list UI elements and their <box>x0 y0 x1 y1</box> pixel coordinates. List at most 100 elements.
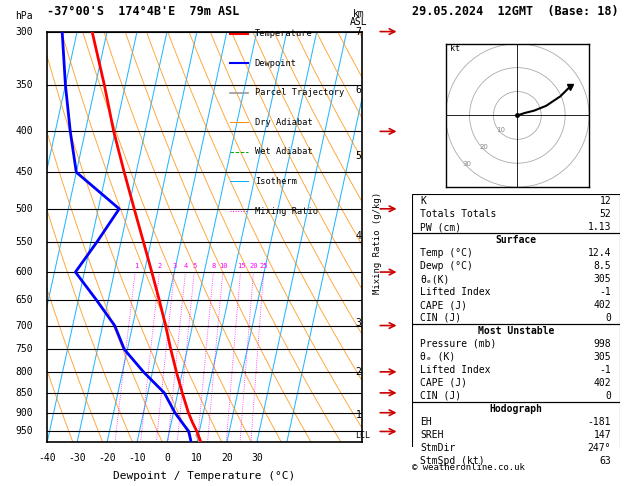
Text: -30: -30 <box>69 453 86 463</box>
Text: CIN (J): CIN (J) <box>420 313 462 323</box>
Text: 63: 63 <box>599 455 611 466</box>
Text: θₑ (K): θₑ (K) <box>420 352 455 362</box>
Text: 29.05.2024  12GMT  (Base: 18): 29.05.2024 12GMT (Base: 18) <box>412 4 618 17</box>
Text: -1: -1 <box>599 287 611 297</box>
Text: 500: 500 <box>15 204 33 214</box>
Text: 4: 4 <box>355 230 361 241</box>
Text: Dewp (°C): Dewp (°C) <box>420 261 473 271</box>
Text: 10: 10 <box>219 263 228 269</box>
Text: Lifted Index: Lifted Index <box>420 365 491 375</box>
Text: 950: 950 <box>15 427 33 436</box>
Text: 650: 650 <box>15 295 33 305</box>
Text: 52: 52 <box>599 209 611 219</box>
Text: 2: 2 <box>355 367 361 377</box>
Text: Surface: Surface <box>495 235 537 245</box>
Text: 402: 402 <box>594 300 611 310</box>
Text: 402: 402 <box>594 378 611 388</box>
Text: 4: 4 <box>184 263 188 269</box>
Text: 30: 30 <box>463 160 472 167</box>
Text: Pressure (mb): Pressure (mb) <box>420 339 497 349</box>
Text: Mixing Ratio: Mixing Ratio <box>255 207 318 216</box>
Text: Totals Totals: Totals Totals <box>420 209 497 219</box>
Text: 1: 1 <box>134 263 138 269</box>
Text: 15: 15 <box>237 263 245 269</box>
Bar <box>412 233 620 324</box>
Text: 400: 400 <box>15 126 33 137</box>
Text: 0: 0 <box>605 391 611 401</box>
Text: -40: -40 <box>38 453 56 463</box>
Text: 8: 8 <box>212 263 216 269</box>
Text: K: K <box>420 196 426 207</box>
Text: -37°00'S  174°4B'E  79m ASL: -37°00'S 174°4B'E 79m ASL <box>47 4 240 17</box>
Text: 550: 550 <box>15 237 33 247</box>
Text: 147: 147 <box>594 430 611 440</box>
Text: 10: 10 <box>496 127 505 133</box>
Text: 1.13: 1.13 <box>587 222 611 232</box>
Text: 8.5: 8.5 <box>594 261 611 271</box>
Text: CAPE (J): CAPE (J) <box>420 378 467 388</box>
Text: © weatheronline.co.uk: © weatheronline.co.uk <box>412 464 525 472</box>
Text: 350: 350 <box>15 80 33 90</box>
Text: -20: -20 <box>98 453 116 463</box>
Text: -10: -10 <box>128 453 146 463</box>
Text: Mixing Ratio (g/kg): Mixing Ratio (g/kg) <box>373 192 382 294</box>
Text: 0: 0 <box>605 313 611 323</box>
Text: 800: 800 <box>15 367 33 377</box>
Text: 6: 6 <box>355 85 361 95</box>
Text: hPa: hPa <box>15 11 33 21</box>
Text: 12.4: 12.4 <box>587 248 611 258</box>
Text: Hodograph: Hodograph <box>489 404 542 414</box>
Text: Dewpoint: Dewpoint <box>255 59 297 68</box>
Text: ASL: ASL <box>350 17 367 27</box>
Text: 750: 750 <box>15 345 33 354</box>
Text: Dry Adiabat: Dry Adiabat <box>255 118 313 127</box>
Text: SREH: SREH <box>420 430 444 440</box>
Text: 20: 20 <box>221 453 233 463</box>
Bar <box>412 324 620 402</box>
Text: kt: kt <box>450 44 460 53</box>
Text: 305: 305 <box>594 274 611 284</box>
Text: 998: 998 <box>594 339 611 349</box>
Text: Lifted Index: Lifted Index <box>420 287 491 297</box>
Text: θₑ(K): θₑ(K) <box>420 274 450 284</box>
Text: CIN (J): CIN (J) <box>420 391 462 401</box>
Text: Most Unstable: Most Unstable <box>477 326 554 336</box>
Text: 30: 30 <box>251 453 263 463</box>
Text: StmDir: StmDir <box>420 443 455 452</box>
Text: 600: 600 <box>15 267 33 277</box>
Text: 20: 20 <box>250 263 259 269</box>
Text: Temp (°C): Temp (°C) <box>420 248 473 258</box>
Text: 12: 12 <box>599 196 611 207</box>
Text: -181: -181 <box>587 417 611 427</box>
Text: 247°: 247° <box>587 443 611 452</box>
Text: 450: 450 <box>15 167 33 177</box>
Text: Dewpoint / Temperature (°C): Dewpoint / Temperature (°C) <box>113 471 296 481</box>
Text: Wet Adiabat: Wet Adiabat <box>255 147 313 156</box>
Bar <box>412 194 620 233</box>
Text: 20: 20 <box>479 144 488 150</box>
Text: 10: 10 <box>191 453 203 463</box>
Text: 0: 0 <box>164 453 170 463</box>
Text: 3: 3 <box>355 318 361 328</box>
Text: 2: 2 <box>158 263 162 269</box>
Text: 1: 1 <box>355 410 361 419</box>
Text: 25: 25 <box>260 263 269 269</box>
Text: 850: 850 <box>15 388 33 398</box>
Bar <box>412 402 620 467</box>
Text: km: km <box>353 9 364 19</box>
Text: Parcel Trajectory: Parcel Trajectory <box>255 88 344 97</box>
Text: Temperature: Temperature <box>255 29 313 38</box>
Text: EH: EH <box>420 417 432 427</box>
Text: 3: 3 <box>173 263 177 269</box>
Text: 900: 900 <box>15 408 33 418</box>
Text: 7: 7 <box>355 27 361 36</box>
Text: LCL: LCL <box>355 431 370 440</box>
Text: 305: 305 <box>594 352 611 362</box>
Text: 700: 700 <box>15 321 33 330</box>
Text: 5: 5 <box>355 152 361 161</box>
Text: 5: 5 <box>192 263 197 269</box>
Text: 300: 300 <box>15 27 33 36</box>
Text: Isotherm: Isotherm <box>255 177 297 186</box>
Text: StmSpd (kt): StmSpd (kt) <box>420 455 485 466</box>
Text: CAPE (J): CAPE (J) <box>420 300 467 310</box>
